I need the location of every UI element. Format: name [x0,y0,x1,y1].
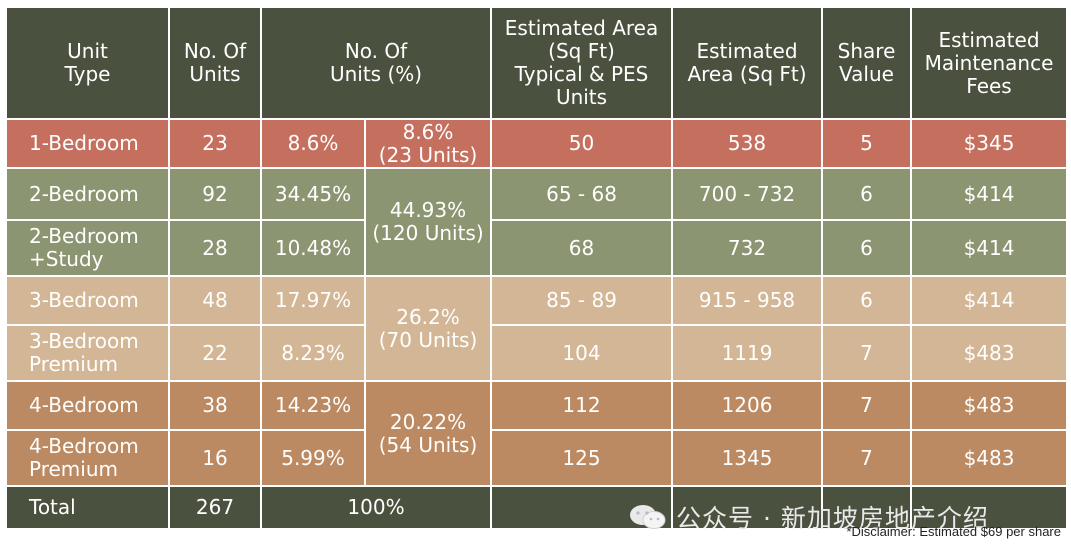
header-share-value: Share Value [821,6,913,120]
cell-share: 7 [821,324,913,382]
cell-pct: 10.48% [260,219,366,277]
cell-unit-type: 2-Bedroom +Study [5,219,170,277]
unit-mix-table-container: Unit Type No. Of Units No. Of Units (%) … [5,6,1069,530]
cell-fee: $414 [910,219,1069,277]
cell-pct: 34.45% [260,167,366,221]
cell-units: 28 [168,219,262,277]
wechat-icon [630,505,666,529]
cell-area-pes: 112 [490,380,674,431]
cell-total-units: 267 [168,485,262,530]
cell-area-pes: 65 - 68 [490,167,674,221]
cell-unit-type: 4-Bedroom Premium [5,429,170,487]
cell-fee: $345 [910,118,1069,169]
header-maintenance-fees: Estimated Maintenance Fees [910,6,1069,120]
cell-area: 1345 [671,429,824,487]
cell-units: 38 [168,380,262,431]
unit-mix-table: Unit Type No. Of Units No. Of Units (%) … [5,6,1069,530]
cell-unit-type: 4-Bedroom [5,380,170,431]
cell-pct: 5.99% [260,429,366,487]
cell-area: 538 [671,118,824,169]
cell-share: 7 [821,380,913,431]
cell-pct: 14.23% [260,380,366,431]
cell-area-pes: 85 - 89 [490,275,674,326]
cell-area: 700 - 732 [671,167,824,221]
table-row: 3-Bedroom Premium 22 8.23% 104 1119 7 $4… [5,324,1069,382]
cell-fee: $483 [910,380,1069,431]
cell-unit-type: 2-Bedroom [5,167,170,221]
cell-area: 915 - 958 [671,275,824,326]
cell-group-pct: 20.22% (54 Units) [363,380,493,487]
cell-group-pct: 26.2% (70 Units) [363,275,493,382]
cell-units: 48 [168,275,262,326]
table-row: 2-Bedroom +Study 28 10.48% 68 732 6 $414 [5,219,1069,277]
header-row: Unit Type No. Of Units No. Of Units (%) … [5,6,1069,120]
cell-share: 6 [821,275,913,326]
table-row: 3-Bedroom 48 17.97% 26.2% (70 Units) 85 … [5,275,1069,382]
cell-units: 16 [168,429,262,487]
cell-units: 23 [168,118,262,169]
cell-area: 732 [671,219,824,277]
cell-fee: $483 [910,324,1069,382]
watermark-text: 公众号 · 新加坡房地产介绍 [676,504,989,533]
disclaimer-text: *Disclaimer: Estimated $69 per share [846,524,1061,539]
cell-area: 1119 [671,324,824,382]
cell-share: 7 [821,429,913,487]
cell-total-label: Total [5,485,170,530]
cell-fee: $414 [910,275,1069,326]
cell-units: 22 [168,324,262,382]
cell-share: 6 [821,219,913,277]
cell-group-pct: 44.93% (120 Units) [363,167,493,277]
cell-share: 5 [821,118,913,169]
header-no-of-units: No. Of Units [168,6,262,120]
header-area-pes: Estimated Area (Sq Ft) Typical & PES Uni… [490,6,674,120]
table-row: 2-Bedroom 92 34.45% 44.93% (120 Units) 6… [5,167,1069,277]
cell-empty [821,485,913,530]
cell-units: 92 [168,167,262,221]
cell-share: 6 [821,167,913,221]
table-row: 1-Bedroom 23 8.6% 8.6% (23 Units) 50 538… [5,118,1069,169]
cell-area-pes: 125 [490,429,674,487]
cell-group-pct: 8.6% (23 Units) [363,118,493,169]
header-unit-type: Unit Type [5,6,170,120]
header-area: Estimated Area (Sq Ft) [671,6,824,120]
cell-unit-type: 1-Bedroom [5,118,170,169]
cell-empty [910,485,1069,530]
cell-area-pes: 50 [490,118,674,169]
table-row: 4-Bedroom Premium 16 5.99% 125 1345 7 $4… [5,429,1069,487]
cell-pct: 17.97% [260,275,366,326]
cell-area-pes: 68 [490,219,674,277]
cell-fee: $414 [910,167,1069,221]
cell-total-pct: 100% [259,485,493,530]
cell-pct: 8.6% [260,118,366,169]
cell-area: 1206 [671,380,824,431]
cell-unit-type: 3-Bedroom Premium [5,324,170,382]
wechat-watermark: 公众号 · 新加坡房地产介绍 [628,498,989,536]
cell-area-pes: 104 [490,324,674,382]
total-row: Total 267 100% [5,485,1069,530]
cell-pct: 8.23% [260,324,366,382]
header-units-pct: No. Of Units (%) [259,6,493,120]
cell-fee: $483 [910,429,1069,487]
cell-empty [671,485,824,530]
table-row: 4-Bedroom 38 14.23% 20.22% (54 Units) 11… [5,380,1069,487]
cell-unit-type: 3-Bedroom [5,275,170,326]
